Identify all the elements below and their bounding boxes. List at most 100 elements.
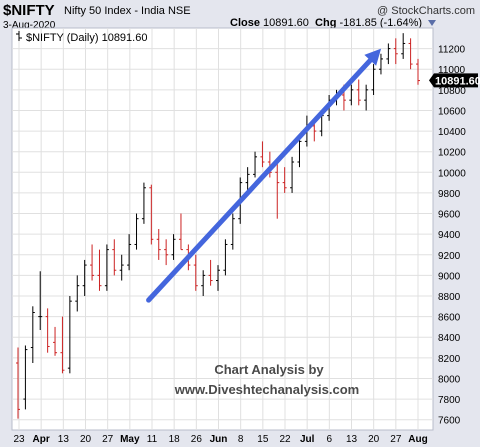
trendline-arrowhead	[364, 48, 382, 66]
ohlc-bar	[127, 234, 132, 271]
y-tick-label: 8600	[438, 313, 461, 324]
x-tick-label: Apr	[33, 434, 50, 445]
x-tick-label: 11	[147, 434, 158, 445]
x-tick-label: Jun	[210, 434, 228, 445]
x-tick-label: 20	[368, 434, 380, 445]
x-tick-label: Jul	[300, 434, 315, 445]
ohlc-bar	[60, 316, 65, 374]
ohlc-bar	[356, 79, 361, 106]
ohlc-bar	[349, 84, 354, 106]
ohlc-bar	[75, 275, 80, 312]
gridlines	[12, 28, 433, 430]
x-tick-label: May	[120, 434, 140, 445]
ohlc-bar	[30, 306, 35, 363]
ohlc-bar	[253, 151, 258, 178]
ohlc-bar	[260, 141, 265, 168]
trendline-arrow	[146, 48, 382, 303]
y-tick-label: 9600	[438, 210, 461, 221]
ohlc-bar	[408, 38, 413, 70]
ohlc-bar	[134, 213, 139, 250]
x-tick-label: 13	[58, 434, 70, 445]
x-tick-label: 26	[191, 434, 203, 445]
header-brand[interactable]: @ StockCharts.com	[377, 5, 475, 17]
ohlc-bar	[223, 239, 228, 276]
trendline	[146, 57, 373, 303]
y-tick-label: 11000	[438, 65, 466, 76]
ohlc-bar	[67, 296, 72, 374]
ohlc-bar	[208, 259, 213, 286]
legend-text: $NIFTY (Daily) 10891.60	[26, 32, 147, 44]
ohlc-bar	[45, 308, 50, 353]
header-symbol: $NIFTY	[3, 2, 55, 19]
ohlc-bar	[82, 259, 87, 296]
ohlc-bar	[156, 229, 161, 260]
y-tick-label: 9400	[438, 230, 461, 241]
ohlc-bar	[104, 244, 109, 291]
dropdown-caret-icon[interactable]	[428, 20, 437, 27]
y-tick-label: 9200	[438, 251, 461, 262]
ohlc-bar	[416, 58, 420, 85]
price-tag-text: 10891.60	[435, 75, 480, 87]
ohlc-bar	[23, 345, 28, 410]
ohlc-bar	[90, 244, 95, 281]
y-tick-label: 7800	[438, 395, 461, 406]
ohlc-bar	[378, 53, 383, 75]
y-tick-label: 11200	[438, 45, 466, 56]
ohlc-bar	[119, 254, 124, 281]
ohlc-bar	[230, 213, 235, 250]
price-tag: 10891.60	[429, 73, 480, 88]
ohlc-bar	[201, 270, 206, 296]
ohlc-bar	[401, 33, 406, 59]
ohlc-bar	[112, 239, 117, 276]
header-close: Close 10891.60 Chg -181.85 (-1.64%)	[230, 17, 437, 29]
x-tick-label: 27	[102, 434, 114, 445]
ohlc-bar	[245, 167, 250, 193]
ohlc-bar	[164, 239, 169, 266]
ohlc-bar	[193, 254, 198, 291]
ohlc-bar	[216, 265, 220, 291]
ohlc-bar	[178, 213, 183, 251]
y-tick-label: 8400	[438, 333, 461, 344]
x-tick-label: 27	[390, 434, 402, 445]
y-tick-label: 9000	[438, 271, 461, 282]
legend: $NIFTY (Daily) 10891.60	[16, 31, 147, 44]
ohlc-bar	[267, 151, 272, 178]
x-tick-label: 20	[80, 434, 92, 445]
y-tick-label: 10800	[438, 86, 466, 97]
ohlc-bar	[371, 64, 376, 95]
ohlc-bar	[282, 167, 287, 193]
y-tick-label: 10200	[438, 148, 466, 159]
watermark-line2: www.Diveshtechanalysis.com	[174, 382, 359, 397]
ohlc-bar	[364, 84, 369, 111]
x-axis: 23 Apr 13 20 27 May 11 18 26 Jun 8 15 22 Jul 6 13 20 27 Au…	[13, 434, 427, 445]
legend-bar-icon	[16, 31, 22, 41]
ohlc-bar	[16, 347, 20, 419]
y-tick-label: 8000	[438, 374, 461, 385]
close-label: Close	[230, 17, 260, 29]
close-value: 10891.60	[263, 17, 309, 29]
x-tick-label: 18	[169, 434, 181, 445]
header-name: Nifty 50 Index - India NSE	[64, 5, 191, 17]
y-tick-label: 10600	[438, 106, 466, 117]
y-tick-label: 7600	[438, 416, 461, 427]
x-tick-label: Aug	[408, 434, 427, 445]
y-tick-label: 10000	[438, 168, 466, 179]
header-date: 3-Aug-2020	[3, 20, 56, 31]
y-tick-label: 9800	[438, 189, 461, 200]
watermark-line1: Chart Analysis by	[214, 362, 324, 377]
chg-label: Chg	[315, 17, 337, 29]
ohlc-bar	[297, 136, 302, 168]
ohlc-bar	[386, 43, 391, 65]
x-tick-label: 13	[346, 434, 358, 445]
x-tick-label: 8	[238, 434, 244, 445]
y-axis: 7600 7800 8000 8200 8400 8600 8800 9000 9200 9400…	[438, 45, 466, 427]
x-tick-label: 23	[13, 434, 25, 445]
ohlc-bar	[149, 184, 154, 245]
ohlc-bar	[393, 38, 398, 65]
x-tick-label: 15	[257, 434, 269, 445]
chg-value: -181.85 (-1.64%)	[339, 17, 423, 29]
y-tick-label: 10400	[438, 127, 466, 138]
plot-area	[11, 27, 434, 431]
watermark: Chart Analysis by www.Diveshtechanalysis…	[174, 362, 359, 397]
